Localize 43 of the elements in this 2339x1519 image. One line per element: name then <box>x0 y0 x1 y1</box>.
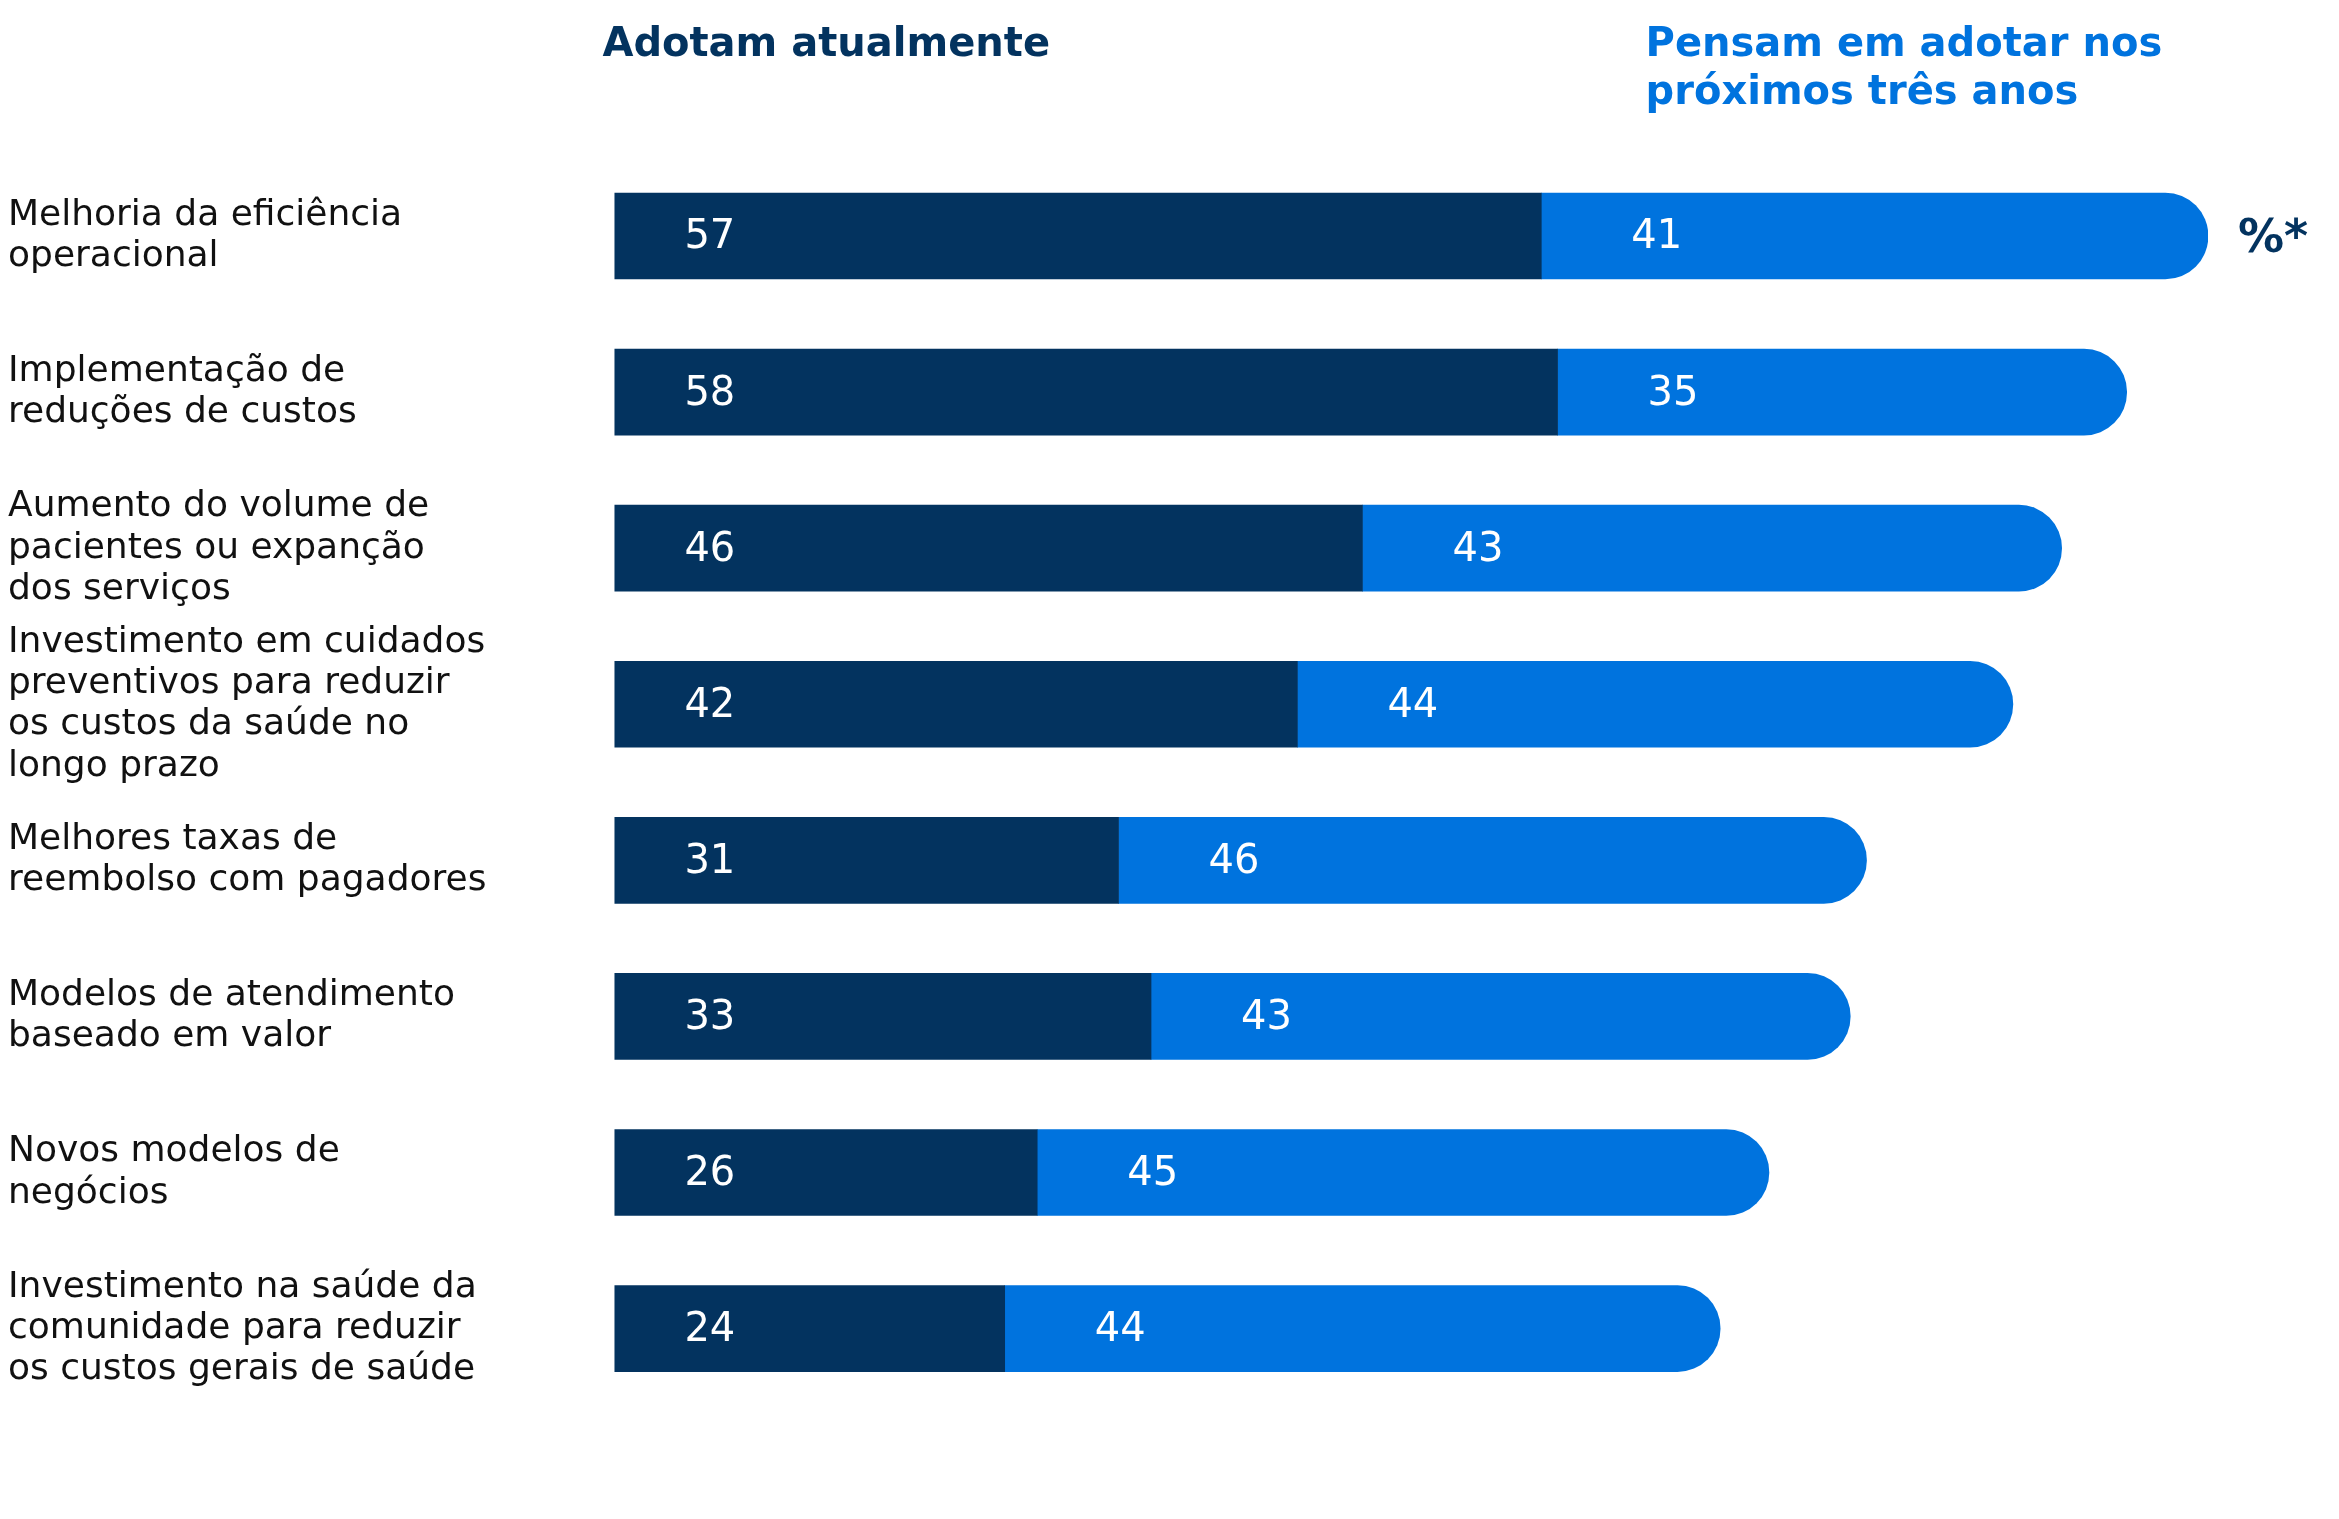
data-label: 43 <box>1452 523 1504 570</box>
y-tick-label: Melhoria da eficiência operacional <box>8 191 403 275</box>
data-label: 45 <box>1127 1147 1179 1194</box>
data-label: 31 <box>684 835 736 882</box>
data-label: 24 <box>684 1303 736 1350</box>
bar <box>614 192 1542 280</box>
data-label: 42 <box>684 679 736 726</box>
bar <box>1118 817 1867 904</box>
bar <box>614 973 1152 1060</box>
bar <box>614 348 1558 436</box>
bar <box>614 817 1119 904</box>
data-label: 43 <box>1241 991 1292 1038</box>
data-label: 44 <box>1387 679 1439 726</box>
bar <box>1004 1285 1721 1372</box>
y-tick-label: Novos modelos de negócios <box>8 1128 340 1211</box>
y-tick-label: Melhores taxas de reembolso com pagadores <box>8 816 487 899</box>
bar <box>614 660 1298 748</box>
bar <box>614 504 1363 592</box>
bar <box>1297 660 2014 748</box>
data-label: 26 <box>684 1147 736 1194</box>
bar <box>1557 348 2128 436</box>
data-label: 57 <box>684 211 736 258</box>
y-tick-label: Implementação de reduções de custos <box>8 347 357 431</box>
bar <box>614 1129 1038 1216</box>
data-label: 33 <box>684 991 736 1038</box>
y-tick-label: Investimento na saúde da comunidade para reduzir os custos gerais de saúde <box>8 1263 477 1388</box>
data-label: 35 <box>1647 367 1699 414</box>
y-tick-label: Aumento do volume de pacientes ou expanção dos serviços <box>8 483 430 607</box>
bar <box>614 1285 1006 1372</box>
bar <box>1362 504 2062 592</box>
bar <box>1150 973 1851 1060</box>
data-label: 41 <box>1631 211 1683 258</box>
series-label: Pensam em adotar nos próximos três anos <box>1645 19 2163 114</box>
bar <box>1036 1129 1770 1216</box>
text: %* <box>2238 208 2309 263</box>
data-label: 44 <box>1094 1303 1146 1350</box>
text: Adotam atualmente <box>602 19 1051 66</box>
y-tick-label: Investimento em cuidados preventivos para reduzir os custos da saúde no longo prazo <box>8 618 486 784</box>
y-tick-label: Modelos de atendimento baseado em valor <box>8 972 455 1055</box>
bar <box>1540 192 2208 280</box>
data-label: 46 <box>684 523 736 570</box>
data-label: 58 <box>684 367 736 414</box>
data-label: 46 <box>1208 835 1260 882</box>
